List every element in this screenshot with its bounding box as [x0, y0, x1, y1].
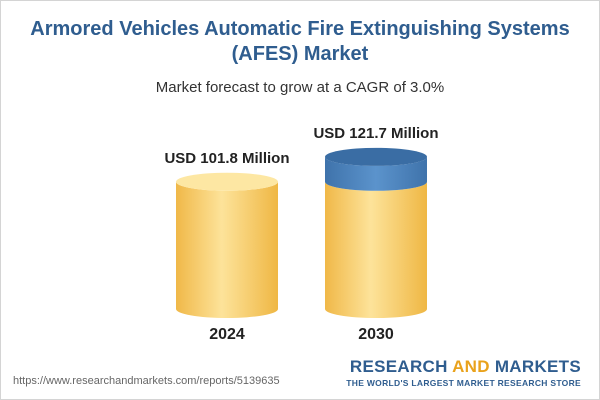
- category-label-2024: 2024: [209, 326, 245, 343]
- bar-2024: [176, 181, 278, 318]
- bar-top-2030: [325, 147, 427, 166]
- brand-name-part2: AND: [452, 357, 490, 376]
- bar-base-2030: [325, 181, 427, 318]
- chart-title: Armored Vehicles Automatic Fire Extingui…: [30, 18, 570, 65]
- value-label-2024: USD 101.8 Million: [164, 150, 289, 167]
- source-url: https://www.researchandmarkets.com/repor…: [13, 375, 280, 387]
- chart-subtitle: Market forecast to grow at a CAGR of 3.0…: [155, 79, 445, 96]
- category-label-2030: 2030: [358, 326, 394, 343]
- bar-growth-2030: [325, 156, 427, 191]
- brand-logo: RESEARCH AND MARKETS THE WORLD'S LARGEST…: [346, 357, 581, 388]
- brand-name-part1: RESEARCH: [349, 357, 453, 376]
- value-label-2030: USD 121.7 Million: [313, 125, 438, 142]
- brand-tagline: THE WORLD'S LARGEST MARKET RESEARCH STOR…: [346, 378, 581, 388]
- bar-top-2024: [176, 172, 278, 191]
- brand-name: RESEARCH AND MARKETS: [346, 357, 581, 377]
- brand-name-part3: MARKETS: [489, 357, 581, 376]
